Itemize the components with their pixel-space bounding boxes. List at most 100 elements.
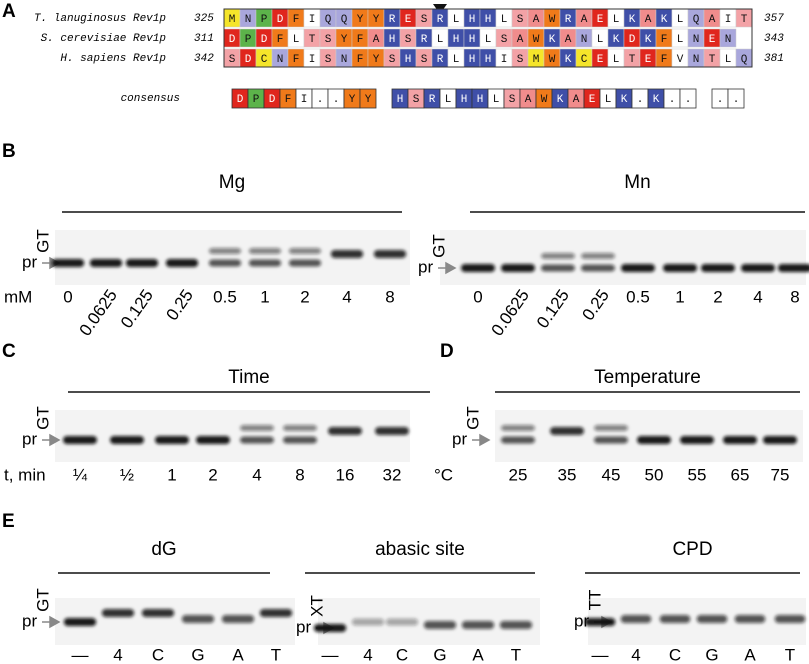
- residue: H: [485, 54, 492, 66]
- residue: L: [293, 34, 300, 46]
- gel-band: [110, 436, 144, 444]
- gel-band: [221, 615, 255, 623]
- residue: T: [309, 34, 316, 46]
- residue: C: [581, 54, 588, 66]
- lane-label: 0.5: [213, 287, 237, 306]
- consensus-residue: .: [669, 94, 676, 106]
- gel-band: [63, 436, 97, 444]
- gel-band: [248, 259, 282, 267]
- residue: Q: [693, 14, 700, 26]
- residue: F: [357, 34, 364, 46]
- residue: L: [453, 14, 460, 26]
- panel-label: C: [2, 341, 16, 362]
- product-label: GT: [33, 588, 52, 612]
- lane-label: T: [511, 645, 521, 664]
- lane-label: A: [232, 645, 244, 664]
- residue: V: [677, 54, 684, 66]
- residue: E: [597, 14, 604, 26]
- residue: Q: [325, 14, 332, 26]
- gel-band: [89, 259, 123, 267]
- lane-label: 75: [771, 465, 790, 484]
- consensus-label: consensus: [121, 93, 180, 105]
- residue: L: [501, 14, 508, 26]
- lane-label: 2: [300, 287, 309, 306]
- residue: R: [389, 14, 396, 26]
- consensus-cell: [679, 88, 697, 109]
- consensus-residue: S: [509, 94, 516, 106]
- lane-label: A: [472, 645, 484, 664]
- residue: S: [325, 54, 332, 66]
- residue: P: [245, 34, 252, 46]
- residue: I: [309, 14, 316, 26]
- residue: E: [405, 14, 412, 26]
- residue: Y: [341, 34, 348, 46]
- gel-band: [550, 427, 584, 435]
- gel-band: [723, 436, 757, 444]
- consensus-residue: K: [557, 94, 564, 106]
- gel-band: [288, 248, 322, 254]
- residue: Q: [741, 54, 748, 66]
- gel-band: [659, 615, 691, 623]
- residue: H: [485, 14, 492, 26]
- residue: D: [277, 14, 284, 26]
- gel-band: [240, 436, 274, 444]
- lane-label: 0.0625: [488, 286, 533, 339]
- consensus-residue: E: [589, 94, 596, 106]
- gel-background: [55, 410, 410, 462]
- consensus-residue: L: [445, 94, 452, 106]
- gel-band: [663, 264, 697, 272]
- lane-label: G: [433, 645, 446, 664]
- consensus-residue: .: [317, 94, 324, 106]
- gel-band: [594, 425, 628, 431]
- residue: Y: [373, 14, 380, 26]
- residue: N: [277, 54, 284, 66]
- lane-label: 65: [731, 465, 750, 484]
- residue: S: [517, 14, 524, 26]
- panel-label: A: [2, 1, 16, 22]
- gel-band: [461, 621, 495, 629]
- gel-band: [248, 248, 282, 254]
- lane-label: 32: [383, 465, 402, 484]
- gel-title: Mg: [219, 172, 245, 193]
- residue: F: [293, 54, 300, 66]
- lane-label: 0: [63, 287, 72, 306]
- consensus-residue: L: [605, 94, 612, 106]
- residue: S: [501, 34, 508, 46]
- gel-title: Mn: [624, 172, 650, 193]
- residue: K: [549, 34, 556, 46]
- lane-label: 0.125: [117, 286, 157, 332]
- lane-label: 55: [688, 465, 707, 484]
- residue: T: [629, 54, 636, 66]
- residue: I: [309, 54, 316, 66]
- residue: L: [677, 14, 684, 26]
- gel-band: [51, 259, 85, 267]
- lane-label: 0.25: [578, 286, 613, 324]
- residue: W: [549, 14, 556, 26]
- primer-label: pr: [296, 617, 311, 636]
- gel-band: [208, 248, 242, 254]
- gel-background: [440, 230, 806, 285]
- gel-band: [313, 624, 347, 632]
- lane-label: 50: [645, 465, 664, 484]
- gel-band: [541, 264, 575, 272]
- gel-band: [501, 436, 535, 444]
- gel-band: [155, 436, 189, 444]
- residue: L: [453, 54, 460, 66]
- consensus-residue: Y: [349, 94, 356, 106]
- residue: R: [437, 54, 444, 66]
- residue: L: [485, 34, 492, 46]
- lane-label: 0.125: [533, 286, 573, 332]
- primer-label: pr: [574, 611, 589, 630]
- residue: S: [405, 34, 412, 46]
- residue: K: [645, 34, 652, 46]
- primer-label: pr: [22, 252, 37, 271]
- residue: N: [725, 34, 732, 46]
- consensus-residue: .: [637, 94, 644, 106]
- species-name: T. lanuginosus Rev1p: [34, 13, 166, 25]
- residue: L: [597, 34, 604, 46]
- residue: D: [245, 54, 252, 66]
- lane-label: —: [72, 645, 89, 664]
- residue: Q: [341, 14, 348, 26]
- lane-label: 16: [336, 465, 355, 484]
- unit-label: °C: [434, 465, 453, 484]
